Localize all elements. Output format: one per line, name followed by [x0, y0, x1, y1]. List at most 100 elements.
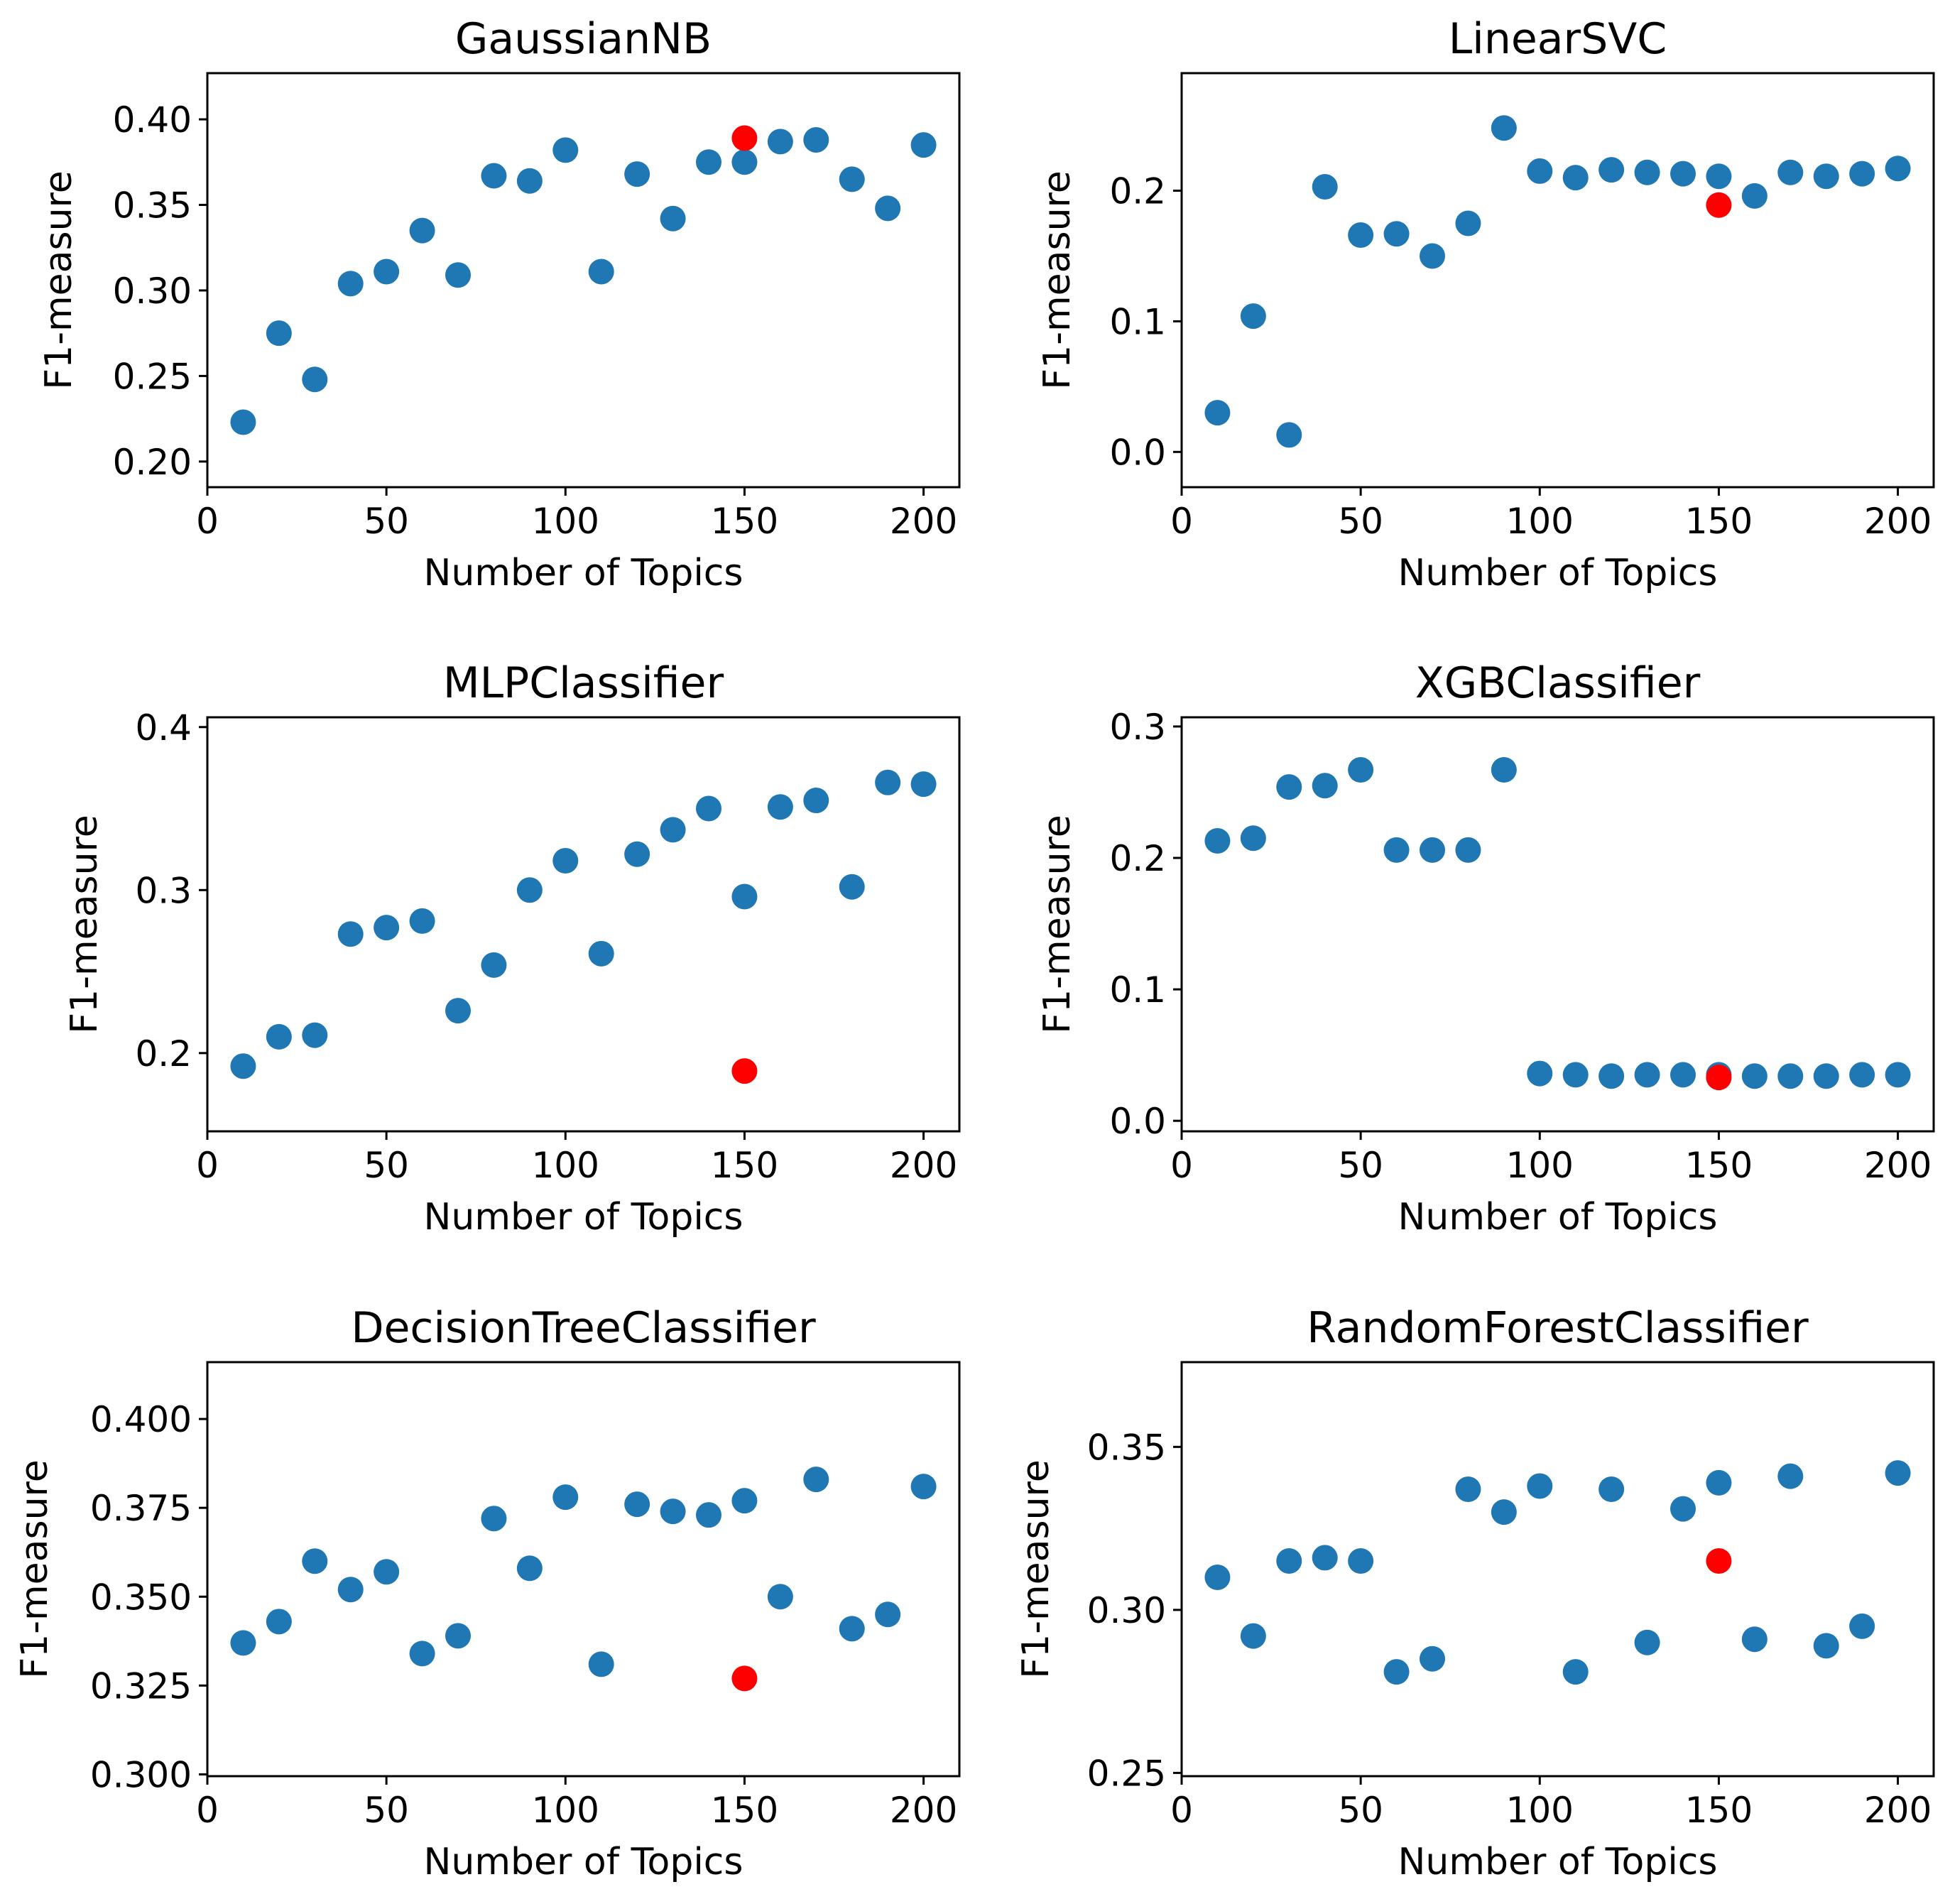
x-tick-label: 50: [364, 1145, 409, 1186]
x-tick-label: 150: [711, 1145, 778, 1186]
data-point: [624, 161, 650, 187]
data-point: [445, 1623, 471, 1649]
data-point: [910, 132, 937, 158]
subplot-title: DecisionTreeClassifier: [351, 1303, 816, 1353]
data-point: [1741, 183, 1767, 209]
data-point: [731, 883, 758, 910]
data-point: [875, 769, 901, 795]
data-point: [1670, 1496, 1696, 1522]
x-tick-label: 0: [1170, 1790, 1193, 1831]
data-point: [660, 1498, 686, 1525]
data-point: [1276, 422, 1302, 448]
data-point: [767, 129, 793, 155]
data-point: [1849, 161, 1875, 187]
x-tick-label: 50: [1338, 501, 1383, 542]
x-tick-label: 50: [364, 1790, 409, 1831]
x-tick-label: 0: [196, 1145, 219, 1186]
data-point: [374, 1559, 400, 1585]
data-point: [1634, 159, 1660, 185]
subplot-4: DecisionTreeClassifier 0 50 100 150 200 0.300 0…: [13, 1303, 961, 1883]
data-point: [481, 163, 507, 189]
y-axis-label: F1-measure: [1015, 1459, 1057, 1679]
x-tick-label: 200: [1864, 1790, 1932, 1831]
data-point: [1562, 1062, 1589, 1088]
y-tick-label: 0.1: [1109, 301, 1166, 342]
data-point: [302, 1548, 328, 1574]
data-point: [1670, 1062, 1696, 1088]
data-point: [1885, 1460, 1911, 1486]
data-point: [1813, 1633, 1839, 1659]
x-tick-label: 150: [1685, 1145, 1753, 1186]
data-point: [1527, 158, 1553, 184]
data-point: [1455, 837, 1481, 863]
y-tick-label: 0.4: [135, 707, 192, 749]
data-point: [1348, 1548, 1374, 1574]
data-point: [552, 847, 579, 874]
x-tick-label: 50: [1338, 1145, 1383, 1186]
plot-frame: [1180, 72, 1935, 489]
data-point: [803, 788, 829, 814]
x-tick-label: 150: [1685, 501, 1753, 542]
x-tick-label: 150: [711, 1790, 778, 1831]
data-point: [1383, 837, 1410, 863]
data-point: [230, 1630, 256, 1656]
data-point: [374, 915, 400, 941]
subplot-1: LinearSVC 0 50 100 150 200 0.0 0.1 0.2 Number of …: [1036, 14, 1935, 594]
data-point: [1491, 757, 1517, 783]
x-tick-label: 0: [1170, 1145, 1193, 1186]
data-point: [696, 795, 721, 822]
selected-data-point: [1706, 192, 1732, 218]
y-tick-label: 0.1: [1109, 969, 1166, 1011]
data-point: [1598, 1063, 1625, 1089]
data-point: [374, 259, 400, 285]
data-point: [1420, 243, 1445, 269]
data-point: [266, 1609, 292, 1635]
y-axis-label: F1-measure: [63, 815, 106, 1034]
plot-frame: [1180, 716, 1935, 1133]
data-point: [1634, 1629, 1660, 1655]
subplot-0: GaussianNB 0 50 100 150 200 0.20 0.25 0.30 0.35 0.…: [38, 14, 961, 594]
data-point: [1312, 1545, 1338, 1571]
y-tick-label: 0.2: [1109, 838, 1166, 879]
data-point: [1598, 1476, 1625, 1503]
data-point: [409, 217, 435, 244]
y-tick-label: 0.30: [1087, 1590, 1166, 1631]
x-tick-label: 150: [1685, 1790, 1753, 1831]
x-tick-label: 100: [532, 1790, 599, 1831]
data-point: [1240, 825, 1266, 852]
data-point: [1670, 161, 1696, 187]
x-tick-label: 200: [890, 1790, 957, 1831]
data-point: [1312, 174, 1338, 200]
data-point: [1491, 1499, 1517, 1525]
x-tick-label: 100: [1506, 1790, 1574, 1831]
data-point: [445, 262, 471, 288]
data-point: [1204, 827, 1231, 854]
selected-data-point: [1706, 1065, 1732, 1091]
data-point: [1276, 774, 1302, 800]
data-point: [1741, 1626, 1767, 1653]
data-point: [266, 320, 292, 347]
data-point: [1276, 1548, 1302, 1574]
data-point: [1598, 157, 1625, 183]
y-axis-label: F1-measure: [1036, 815, 1079, 1034]
data-point: [1562, 165, 1589, 191]
data-point: [409, 1641, 435, 1667]
data-point: [1777, 1463, 1804, 1489]
y-tick-label: 0.3: [1109, 707, 1166, 748]
data-point: [624, 1491, 650, 1518]
x-tick-label: 200: [1864, 1145, 1932, 1186]
data-point: [1813, 1063, 1839, 1089]
x-tick-label: 200: [890, 501, 957, 542]
subplot-5: RandomForestClassifier 0 50 100 150 200 0.25 0.…: [1015, 1303, 1935, 1883]
data-point: [230, 409, 256, 435]
y-tick-label: 0.300: [90, 1754, 192, 1795]
subplot-title: XGBClassifier: [1415, 658, 1701, 708]
plot-frame: [206, 72, 961, 489]
data-point: [875, 1601, 901, 1628]
y-tick-label: 0.375: [90, 1488, 192, 1529]
data-point: [588, 1651, 614, 1677]
subplot-title: RandomForestClassifier: [1307, 1303, 1809, 1353]
data-point: [910, 1474, 937, 1500]
data-point: [230, 1053, 256, 1079]
